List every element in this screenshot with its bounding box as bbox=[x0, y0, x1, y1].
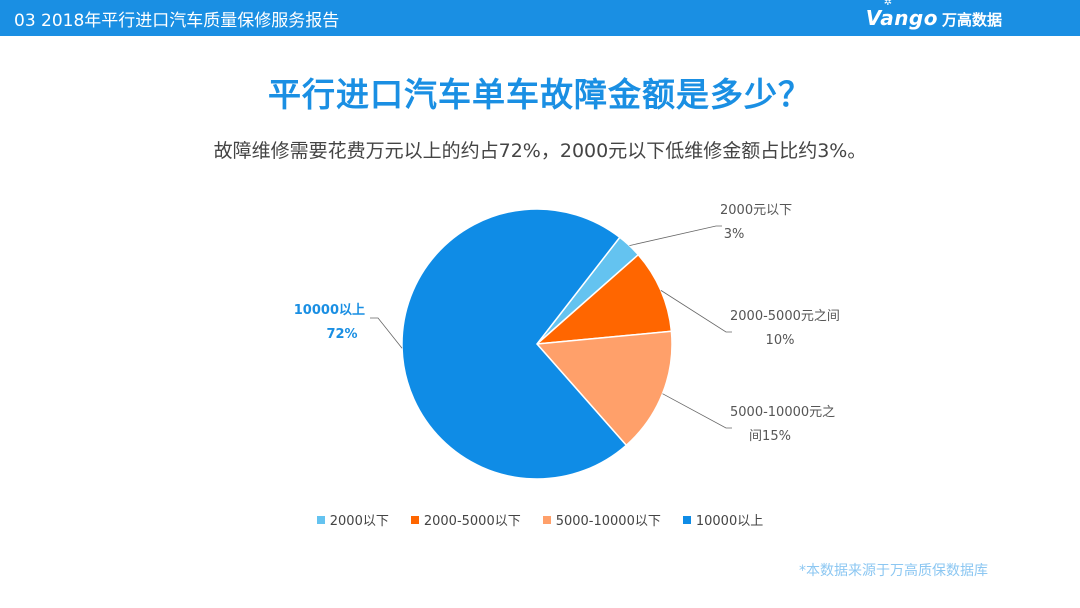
legend-label: 2000以下 bbox=[329, 514, 389, 529]
slice-label: 2000-5000元之间 bbox=[730, 309, 840, 324]
slice-label: 2000元以下 bbox=[720, 203, 792, 218]
legend-item: 2000以下 bbox=[316, 510, 389, 529]
legend-label: 5000-10000以下 bbox=[555, 514, 661, 529]
legend-label: 10000以上 bbox=[695, 514, 764, 529]
legend-swatch bbox=[316, 515, 325, 524]
leader-line bbox=[660, 290, 732, 333]
brand-cn: 万高数据 bbox=[941, 11, 1002, 29]
pie-slice bbox=[534, 253, 673, 345]
slice-label: 10000以上 bbox=[294, 303, 365, 318]
slice-value-label: 72% bbox=[326, 327, 357, 342]
pie-slice bbox=[401, 208, 628, 480]
slice-value-label: 3% bbox=[724, 227, 745, 242]
header-bar: 03 2018年平行进口汽车质量保修服务报告 ✲ Vango 万高数据 bbox=[0, 0, 1080, 36]
chart-legend: 2000以下 2000-5000以下 5000-10000以下 10000以上 bbox=[0, 510, 1080, 529]
legend-swatch bbox=[542, 515, 551, 524]
legend-item: 10000以上 bbox=[682, 510, 764, 529]
legend-swatch bbox=[682, 515, 691, 524]
legend-label: 2000-5000以下 bbox=[423, 514, 521, 529]
logo-star-icon: ✲ bbox=[883, 0, 893, 8]
leader-line bbox=[662, 393, 732, 429]
slice-label: 5000-10000元之 bbox=[730, 405, 835, 420]
slice-value-label: 间15% bbox=[749, 429, 791, 444]
leader-line bbox=[370, 317, 403, 349]
source-note: *本数据来源于万高质保数据库 bbox=[799, 563, 988, 579]
page-title: 平行进口汽车单车故障金额是多少？ bbox=[268, 75, 812, 114]
legend-swatch bbox=[410, 515, 419, 524]
brand-logo: ✲ Vango 万高数据 bbox=[865, 0, 1002, 30]
leader-line bbox=[629, 225, 722, 246]
slice-value-label: 10% bbox=[766, 333, 795, 348]
brand-word: Vango bbox=[865, 6, 938, 30]
page-subtitle: 故障维修需要花费万元以上的约占72%，2000元以下低维修金额占比约3%。 bbox=[213, 140, 867, 162]
section-label: 03 2018年平行进口汽车质量保修服务报告 bbox=[14, 11, 340, 31]
legend-item: 2000-5000以下 bbox=[410, 510, 521, 529]
legend-item: 5000-10000以下 bbox=[542, 510, 661, 529]
